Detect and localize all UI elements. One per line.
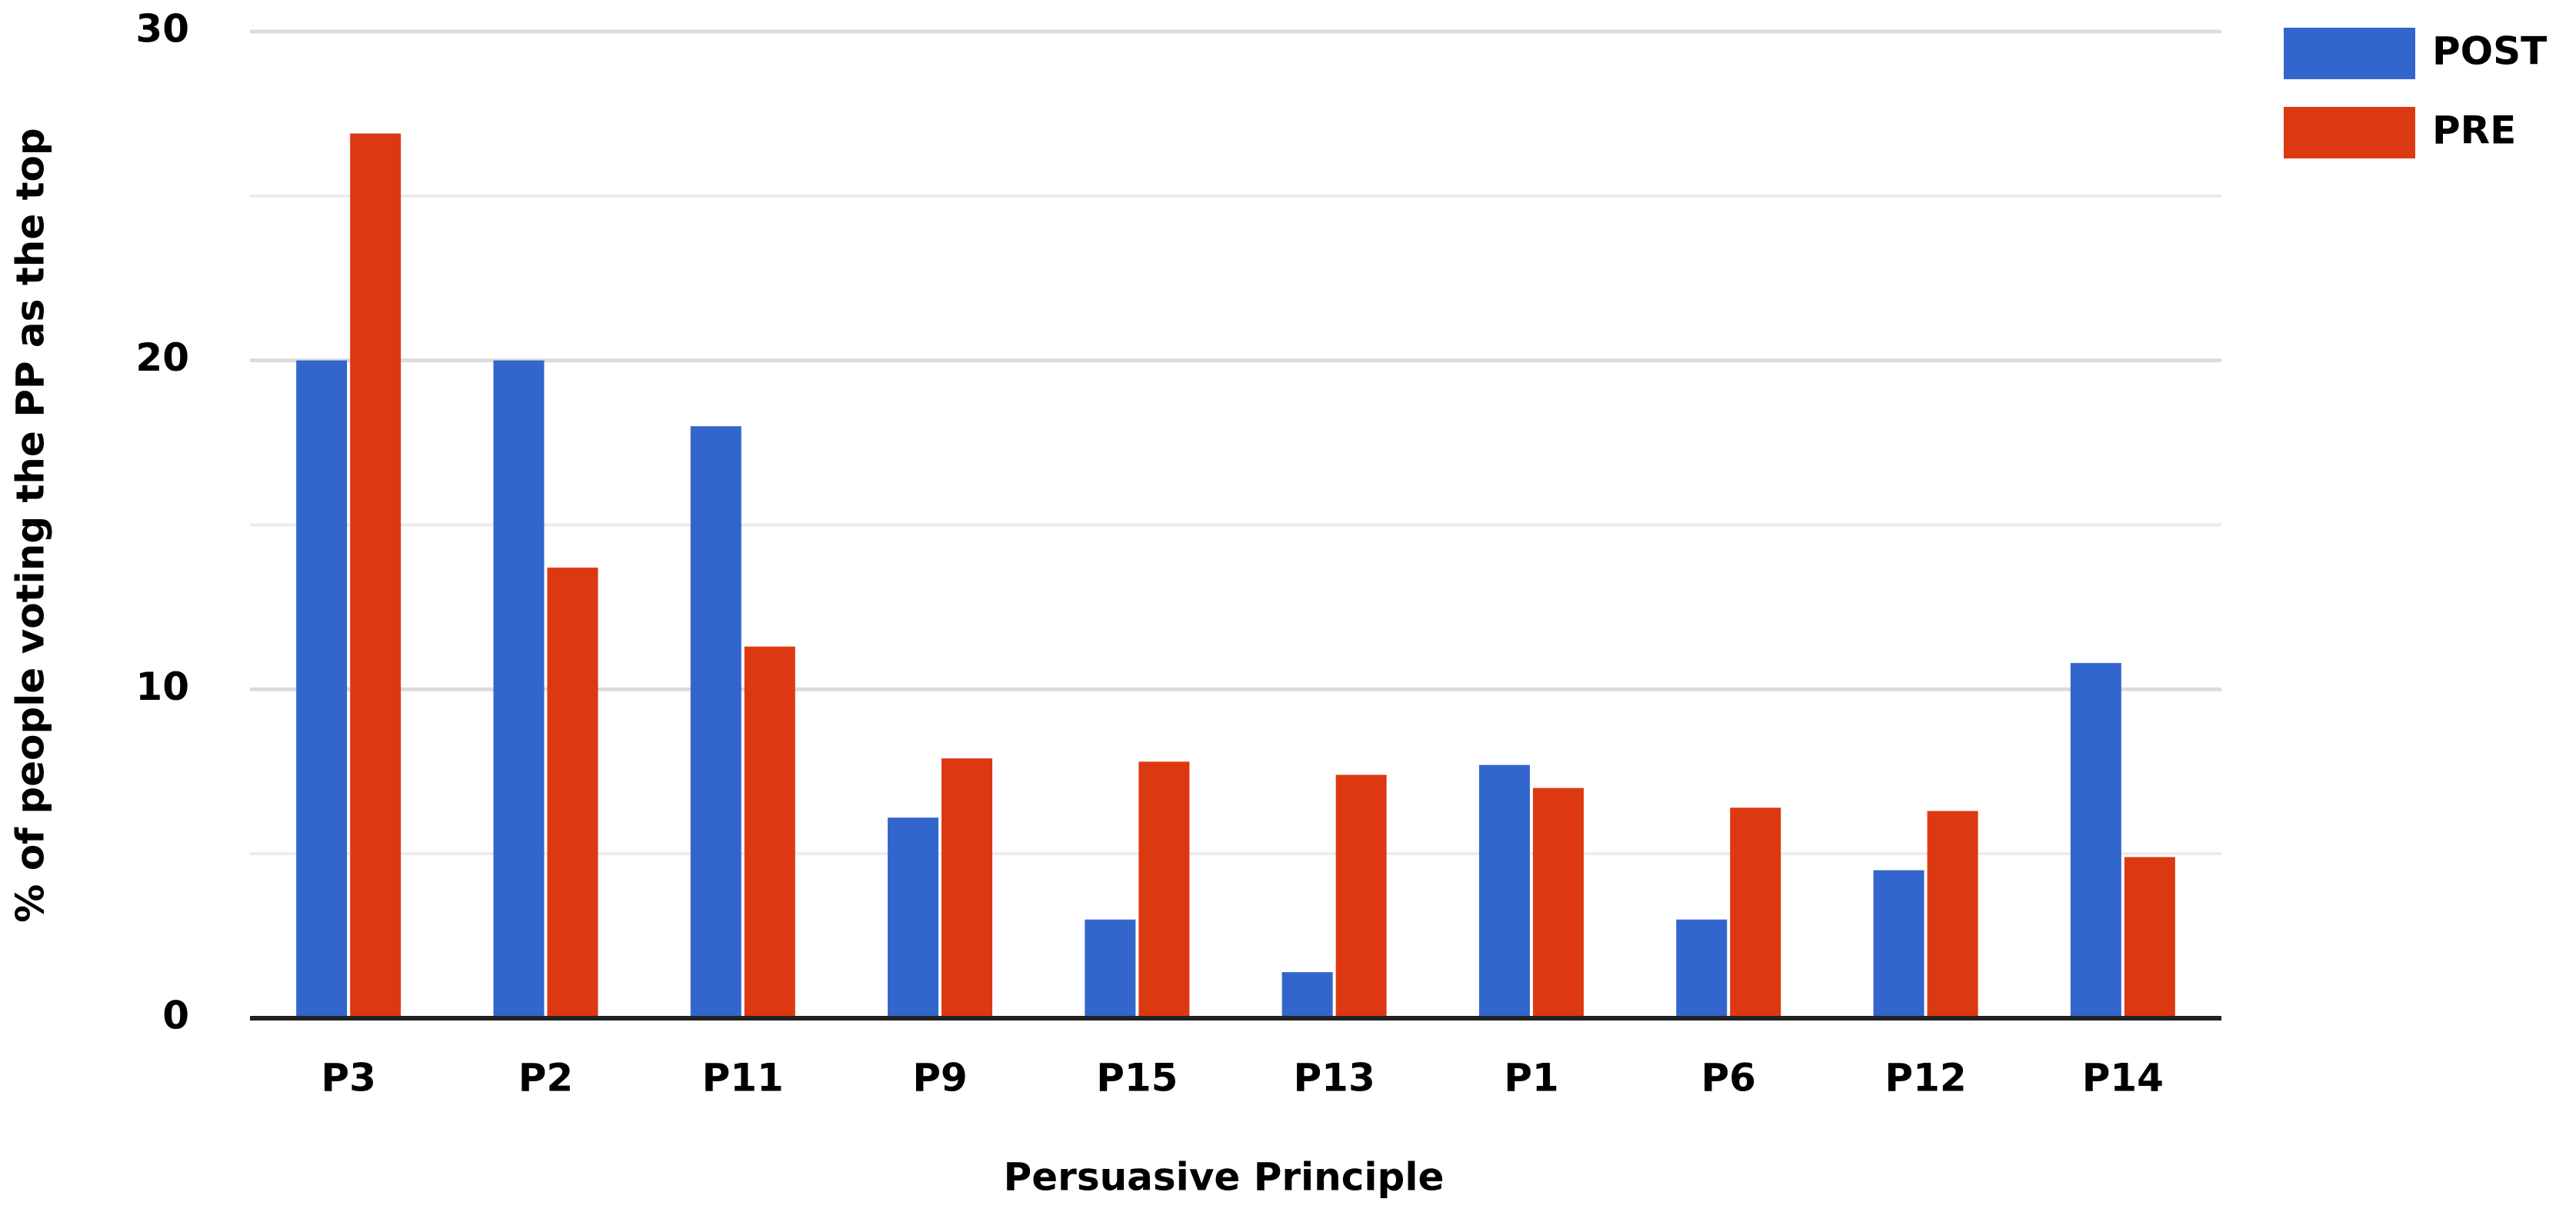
bar [2124,857,2175,1018]
bar [941,758,993,1018]
bar [1138,761,1190,1018]
x-tick-label: P3 [321,1056,375,1100]
bar [1927,811,1978,1018]
bar [744,646,795,1018]
x-tick-label: P2 [518,1056,573,1100]
y-tick-label: 0 [162,994,189,1038]
bar [1730,807,1781,1018]
bar [690,426,741,1018]
bar [1335,774,1387,1018]
x-axis-label: Persuasive Principle [1004,1155,1445,1200]
bar [493,360,545,1019]
bar [1085,919,1136,1018]
bar [1281,972,1333,1018]
x-tick-label: P14 [2082,1056,2164,1100]
x-tick-label: P11 [702,1056,784,1100]
bar [1676,919,1728,1018]
x-tick-label: P15 [1096,1056,1178,1100]
y-tick-label: 10 [135,664,189,709]
x-tick-label: P13 [1294,1056,1375,1100]
bar [1873,870,1925,1018]
y-tick-label: 20 [135,335,189,380]
bar [296,360,348,1019]
bar [1478,764,1530,1018]
y-tick-label: 30 [135,7,189,52]
bar [2070,663,2121,1018]
bar [888,817,939,1018]
legend-label: PRE [2432,108,2516,153]
legend-label: POST [2432,29,2547,74]
y-axis-label: % of people voting the PP as the top [8,128,53,922]
bar [350,133,402,1018]
x-tick-label: P9 [912,1056,967,1100]
x-tick-label: P6 [1701,1056,1756,1100]
bar [547,568,598,1018]
bar [1532,787,1584,1018]
legend-swatch [2284,28,2415,79]
x-tick-label: P1 [1504,1056,1558,1100]
x-tick-label: P12 [1885,1056,1966,1100]
legend-swatch [2284,107,2415,158]
